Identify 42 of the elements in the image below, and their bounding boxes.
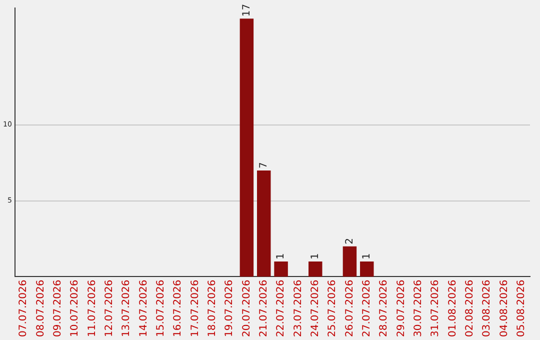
bar — [257, 170, 271, 277]
x-tick-label: 25.07.2026 — [327, 280, 338, 338]
data-label: 1 — [361, 253, 372, 260]
x-tick-label: 09.07.2026 — [52, 280, 64, 338]
x-tick-label: 04.08.2026 — [498, 280, 510, 338]
x-tick-label: 02.08.2026 — [464, 280, 476, 338]
x-tick-label: 13.07.2026 — [121, 280, 132, 338]
x-tick-label: 18.07.2026 — [206, 280, 218, 338]
x-tick-label: 16.07.2026 — [172, 280, 184, 338]
bar — [360, 262, 374, 277]
x-tick-label: 14.07.2026 — [138, 280, 150, 338]
x-tick-label: 12.07.2026 — [104, 280, 115, 338]
x-tick-label: 08.07.2026 — [35, 280, 46, 338]
data-label: 1 — [310, 253, 321, 260]
data-label: 17 — [241, 4, 252, 17]
x-tick-label: 28.07.2026 — [378, 280, 390, 338]
x-tick-label: 24.07.2026 — [310, 280, 321, 338]
data-label: 7 — [258, 162, 270, 168]
x-tick-label: 30.07.2026 — [412, 280, 424, 338]
x-tick-label: 19.07.2026 — [224, 280, 236, 338]
x-tick-label: 03.08.2026 — [482, 280, 493, 338]
bar — [274, 262, 288, 277]
x-tick-label: 26.07.2026 — [344, 280, 356, 338]
x-tick-label: 10.07.2026 — [70, 280, 81, 338]
data-label: 1 — [276, 253, 287, 260]
x-tick-label: 01.08.2026 — [447, 280, 458, 338]
x-tick-label: 23.07.2026 — [292, 280, 304, 338]
x-tick-label: 31.07.2026 — [430, 280, 442, 338]
bar — [308, 262, 322, 277]
x-tick-label: 20.07.2026 — [241, 280, 252, 338]
x-tick-label: 07.07.2026 — [18, 280, 30, 338]
x-tick-label: 17.07.2026 — [190, 280, 201, 338]
data-label: 2 — [344, 238, 356, 244]
x-tick-label: 11.07.2026 — [86, 280, 98, 338]
bar — [240, 18, 254, 277]
bar — [342, 246, 357, 277]
x-tick-label: 27.07.2026 — [361, 280, 372, 338]
x-tick-label: 21.07.2026 — [258, 280, 270, 338]
x-tick-label: 22.07.2026 — [276, 280, 287, 338]
x-tick-label: 05.08.2026 — [516, 280, 528, 338]
x-tick-label: 15.07.2026 — [155, 280, 166, 338]
x-tick-label: 29.07.2026 — [396, 280, 407, 338]
